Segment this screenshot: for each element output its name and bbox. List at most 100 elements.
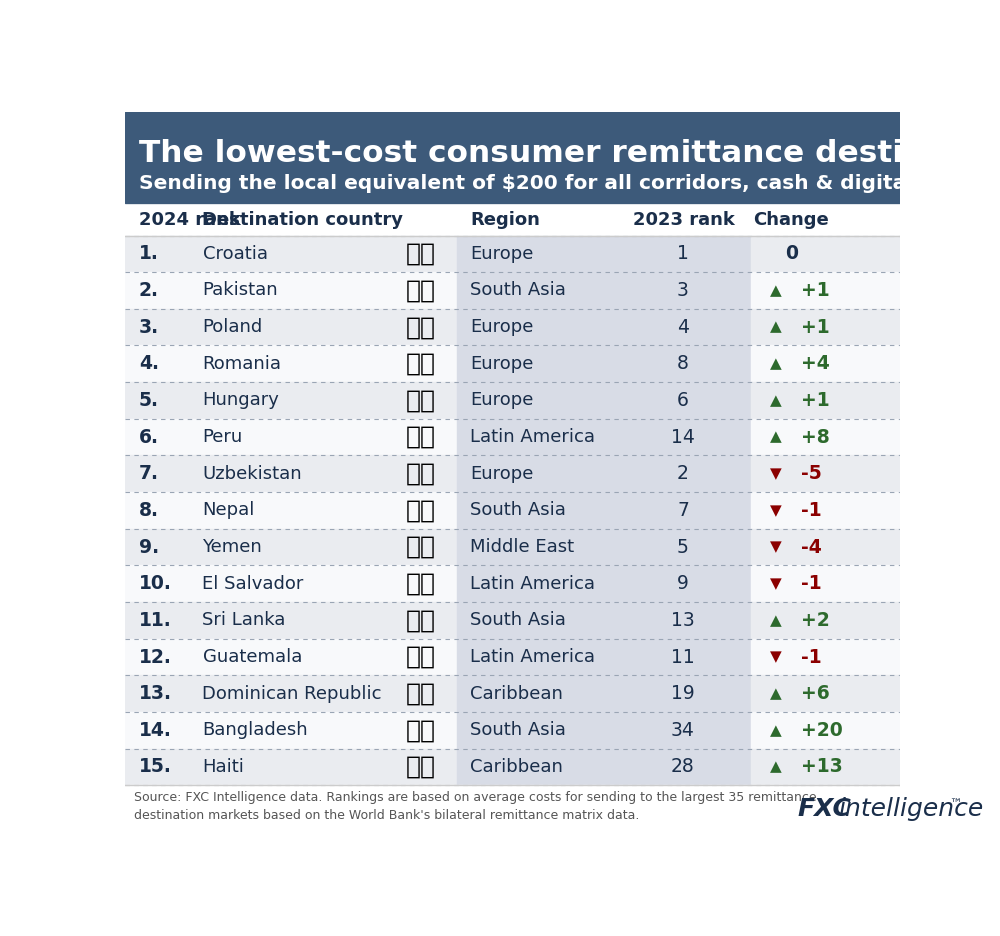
Text: +1: +1 bbox=[801, 281, 829, 300]
Bar bbox=[615, 456, 751, 492]
Bar bbox=[457, 382, 615, 418]
Bar bbox=[615, 712, 751, 749]
Bar bbox=[457, 602, 615, 638]
Bar bbox=[125, 529, 457, 565]
Text: 🇭🇹: 🇭🇹 bbox=[406, 755, 436, 779]
Text: 3: 3 bbox=[677, 281, 689, 300]
Text: +6: +6 bbox=[801, 684, 830, 703]
Text: ▲: ▲ bbox=[770, 759, 782, 774]
Text: Hungary: Hungary bbox=[202, 391, 279, 409]
Text: Sri Lanka: Sri Lanka bbox=[202, 611, 286, 629]
Text: 8: 8 bbox=[677, 355, 689, 373]
Text: ▼: ▼ bbox=[770, 650, 782, 665]
Bar bbox=[751, 456, 900, 492]
Text: 5.: 5. bbox=[139, 391, 159, 410]
Text: 3.: 3. bbox=[139, 317, 159, 337]
Bar bbox=[457, 309, 615, 345]
Text: -1: -1 bbox=[801, 501, 821, 519]
Text: South Asia: South Asia bbox=[470, 611, 566, 629]
Bar bbox=[125, 382, 457, 418]
Text: 🇳🇵: 🇳🇵 bbox=[406, 498, 436, 522]
Text: 4: 4 bbox=[677, 317, 689, 337]
Text: Europe: Europe bbox=[470, 245, 533, 263]
Text: +1: +1 bbox=[801, 317, 829, 337]
Text: Caribbean: Caribbean bbox=[470, 684, 563, 703]
Text: ▲: ▲ bbox=[770, 613, 782, 628]
Bar bbox=[125, 602, 457, 638]
Text: 34: 34 bbox=[671, 721, 695, 739]
Text: 🇱🇰: 🇱🇰 bbox=[406, 608, 436, 633]
Text: 5: 5 bbox=[677, 537, 689, 557]
Text: 🇭🇷: 🇭🇷 bbox=[406, 241, 436, 266]
Text: El Salvador: El Salvador bbox=[202, 575, 304, 592]
Bar bbox=[457, 456, 615, 492]
Text: +20: +20 bbox=[801, 721, 843, 739]
Text: ▲: ▲ bbox=[770, 357, 782, 372]
Text: +13: +13 bbox=[801, 757, 843, 777]
Bar bbox=[457, 272, 615, 309]
Bar bbox=[125, 785, 900, 833]
Text: 9.: 9. bbox=[139, 537, 159, 557]
Text: ▲: ▲ bbox=[770, 320, 782, 335]
Text: 🇬🇹: 🇬🇹 bbox=[406, 645, 436, 669]
Text: 12.: 12. bbox=[139, 648, 172, 666]
Bar bbox=[125, 272, 457, 309]
Bar bbox=[751, 345, 900, 382]
Bar bbox=[125, 345, 457, 382]
Text: The lowest-cost consumer remittance destinations in 2024: The lowest-cost consumer remittance dest… bbox=[139, 139, 1000, 168]
Bar bbox=[751, 382, 900, 418]
Text: +2: +2 bbox=[801, 611, 830, 630]
Text: 🇵🇱: 🇵🇱 bbox=[406, 315, 436, 339]
Bar bbox=[457, 492, 615, 529]
Text: 6.: 6. bbox=[139, 428, 159, 446]
Text: FXC: FXC bbox=[798, 797, 852, 821]
Text: -5: -5 bbox=[801, 464, 822, 483]
Text: 15.: 15. bbox=[139, 757, 172, 777]
Text: 6: 6 bbox=[677, 391, 689, 410]
Text: 14.: 14. bbox=[139, 721, 172, 739]
Text: 4.: 4. bbox=[139, 355, 159, 373]
Bar bbox=[457, 529, 615, 565]
Bar bbox=[457, 638, 615, 676]
Text: 2.: 2. bbox=[139, 281, 159, 300]
Text: 🇩🇴: 🇩🇴 bbox=[406, 681, 436, 706]
Text: 0: 0 bbox=[785, 244, 798, 263]
Text: South Asia: South Asia bbox=[470, 502, 566, 519]
Text: Middle East: Middle East bbox=[470, 538, 574, 556]
Text: Europe: Europe bbox=[470, 465, 533, 483]
Text: 7.: 7. bbox=[139, 464, 159, 483]
Bar bbox=[457, 236, 615, 272]
Bar bbox=[751, 749, 900, 785]
Text: Bangladesh: Bangladesh bbox=[202, 722, 308, 739]
Text: Europe: Europe bbox=[470, 318, 533, 336]
Text: 🇸🇻: 🇸🇻 bbox=[406, 572, 436, 595]
Bar bbox=[615, 382, 751, 418]
Text: Poland: Poland bbox=[202, 318, 263, 336]
Bar bbox=[615, 309, 751, 345]
Text: 2024 rank: 2024 rank bbox=[139, 212, 241, 229]
Bar bbox=[615, 749, 751, 785]
Text: 11: 11 bbox=[671, 648, 695, 666]
Bar bbox=[615, 602, 751, 638]
Bar bbox=[125, 712, 457, 749]
Bar bbox=[751, 418, 900, 456]
Text: Dominican Republic: Dominican Republic bbox=[202, 684, 382, 703]
Text: 7: 7 bbox=[677, 501, 689, 519]
Text: -4: -4 bbox=[801, 537, 822, 557]
Bar bbox=[125, 638, 457, 676]
Text: Pakistan: Pakistan bbox=[202, 282, 278, 300]
Bar bbox=[125, 309, 457, 345]
Bar bbox=[457, 565, 615, 602]
Text: Sending the local equivalent of $200 for all corridors, cash & digital: Sending the local equivalent of $200 for… bbox=[139, 174, 913, 193]
Bar bbox=[125, 418, 457, 456]
Bar bbox=[457, 418, 615, 456]
Text: Region: Region bbox=[470, 212, 540, 229]
Bar bbox=[125, 205, 900, 236]
Text: +4: +4 bbox=[801, 355, 830, 373]
Text: 1: 1 bbox=[677, 244, 689, 263]
Text: ▲: ▲ bbox=[770, 393, 782, 408]
Text: ▲: ▲ bbox=[770, 686, 782, 701]
Text: Europe: Europe bbox=[470, 355, 533, 373]
Text: Destination country: Destination country bbox=[202, 212, 404, 229]
Text: Haiti: Haiti bbox=[202, 758, 244, 776]
